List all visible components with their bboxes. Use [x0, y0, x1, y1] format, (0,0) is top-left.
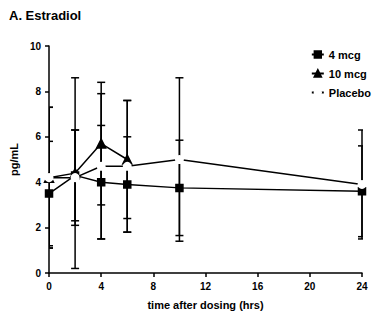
- svg-text:4: 4: [35, 177, 41, 188]
- svg-text:6: 6: [35, 131, 41, 142]
- svg-text:10 mcg: 10 mcg: [329, 68, 367, 80]
- svg-text:8: 8: [35, 86, 41, 97]
- svg-text:24: 24: [356, 281, 368, 292]
- svg-text:time after dosing (hrs): time after dosing (hrs): [147, 299, 263, 311]
- svg-text:4: 4: [98, 281, 104, 292]
- svg-text:16: 16: [252, 281, 264, 292]
- svg-text:0: 0: [46, 281, 52, 292]
- svg-text:0: 0: [35, 268, 41, 279]
- svg-text:12: 12: [200, 281, 212, 292]
- svg-text:A. Estradiol: A. Estradiol: [9, 8, 81, 23]
- svg-text:2: 2: [35, 222, 41, 233]
- svg-text:pg/mL: pg/mL: [8, 143, 20, 176]
- svg-text:4 mcg: 4 mcg: [329, 49, 361, 61]
- svg-text:20: 20: [304, 281, 316, 292]
- svg-text:Placebo: Placebo: [329, 87, 371, 99]
- svg-text:10: 10: [30, 41, 42, 52]
- svg-text:8: 8: [151, 281, 157, 292]
